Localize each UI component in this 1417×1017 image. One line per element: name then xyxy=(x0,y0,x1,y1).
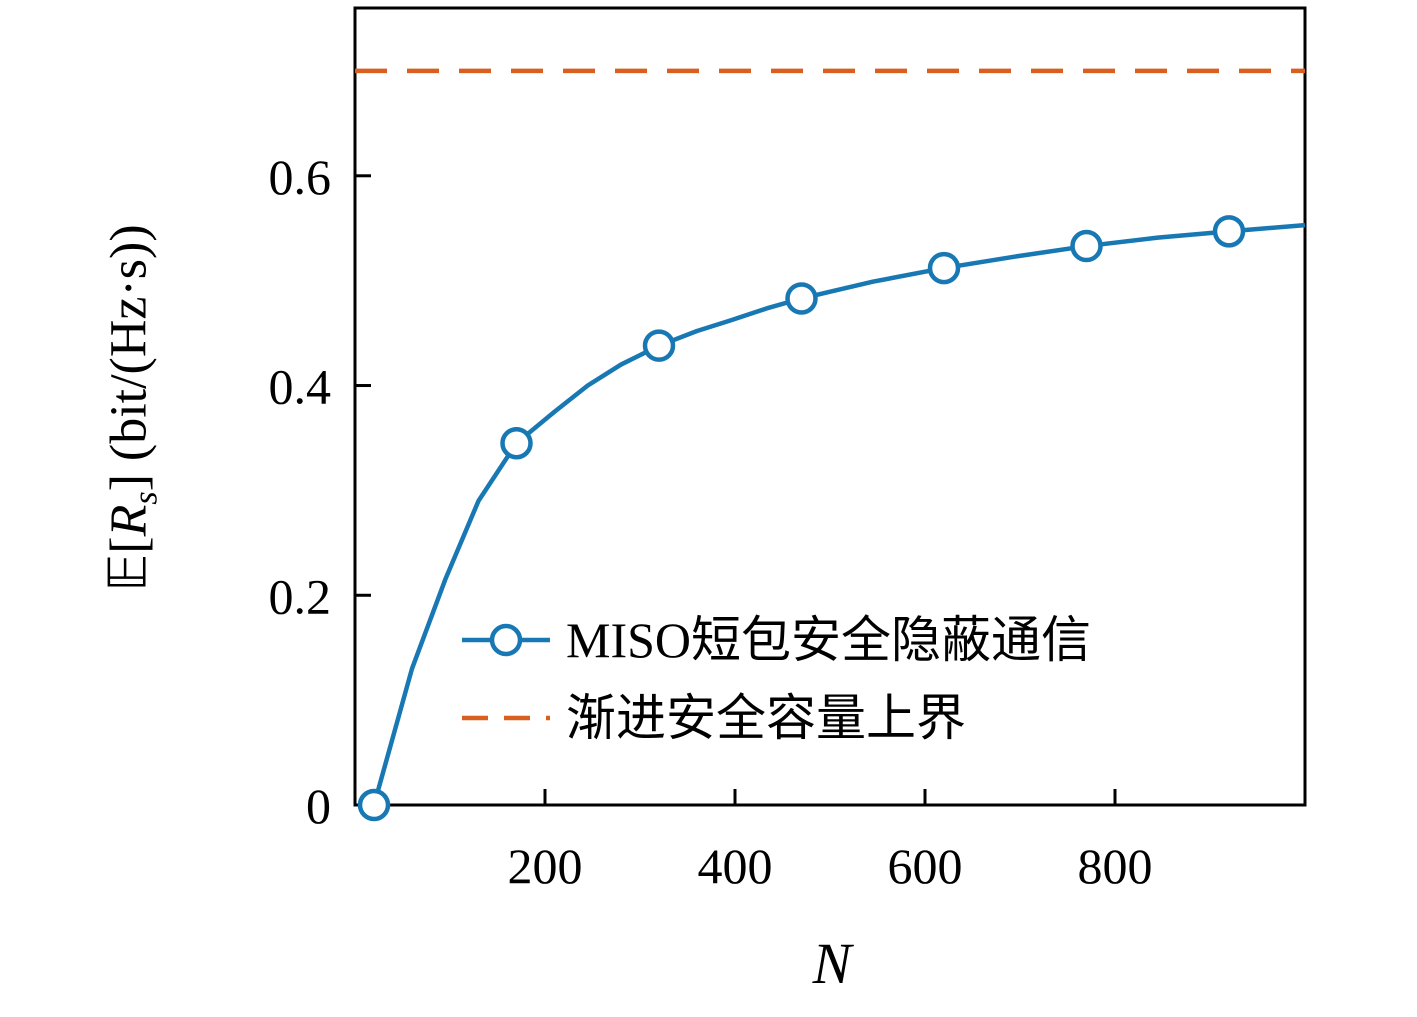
y-axis-label: 𝔼[Rs] (bit/(Hz·s)) xyxy=(98,224,165,591)
data-point-marker xyxy=(1212,215,1246,248)
y-tick-label: 0 xyxy=(306,778,331,834)
y-tick-label: 0.4 xyxy=(269,359,332,415)
data-point-marker xyxy=(357,788,391,822)
y-tick-label: 0.6 xyxy=(269,149,332,205)
y-label-units: ] (bit/(Hz·s)) xyxy=(100,224,158,492)
legend-label: 渐进安全容量上界 xyxy=(566,690,966,746)
x-axis-label: N xyxy=(812,931,852,996)
x-tick-label: 400 xyxy=(698,838,773,894)
x-tick-label: 600 xyxy=(888,838,963,894)
data-point-marker xyxy=(642,329,676,362)
data-point-marker xyxy=(500,426,533,460)
legend-sample-marker xyxy=(489,623,523,657)
y-label-prefix: 𝔼[ xyxy=(100,536,158,592)
y-label-subscript: s xyxy=(127,491,165,505)
data-point-marker xyxy=(785,282,818,315)
legend-label: MISO短包安全隐蔽通信 xyxy=(566,612,1091,668)
x-tick-label: 200 xyxy=(508,838,583,894)
data-point-marker xyxy=(1070,229,1103,263)
y-label-variable: R xyxy=(100,504,158,537)
y-tick-label: 0.2 xyxy=(269,568,332,624)
x-tick-label: 800 xyxy=(1078,838,1153,894)
data-point-marker xyxy=(927,251,961,285)
plot-frame xyxy=(353,6,1307,807)
